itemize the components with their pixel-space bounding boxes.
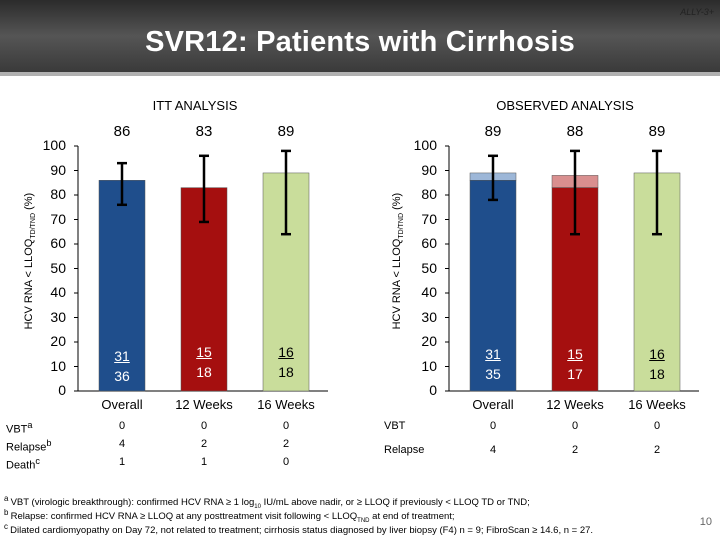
y-tick: 20 <box>50 333 66 349</box>
itt-n-label-overall: 31 36 <box>114 348 130 384</box>
study-tag: ALLY-3+ <box>680 7 714 17</box>
footnote-c: c Dilated cardiomyopathy on Day 72, not … <box>4 522 594 537</box>
obs-category-16w: 16 Weeks <box>628 397 686 412</box>
y-tick: 30 <box>50 309 66 325</box>
itt-value-label-overall: 86 <box>113 123 131 140</box>
obs-table-cell: 0 <box>571 420 579 432</box>
itt-table-cell: 0 <box>282 456 290 468</box>
itt-n-label-12w: 15 18 <box>196 344 212 380</box>
y-tick: 70 <box>50 211 66 227</box>
y-tick: 0 <box>429 382 437 398</box>
itt-table-cell: 2 <box>200 438 208 450</box>
itt-n-label-16w: 16 18 <box>278 344 294 380</box>
itt-table-label-relapse: Relapseb <box>6 438 52 454</box>
itt-table-cell: 0 <box>282 420 290 432</box>
itt-table-cell: 0 <box>118 420 126 432</box>
y-tick: 40 <box>50 284 66 300</box>
footnote-b: b Relapse: confirmed HCV RNA ≥ LLOQ at a… <box>4 508 455 525</box>
obs-n-label-12w: 15 17 <box>567 346 583 382</box>
y-tick: 100 <box>42 137 66 153</box>
y-tick: 0 <box>58 382 66 398</box>
y-tick: 80 <box>421 186 437 202</box>
y-tick: 60 <box>50 235 66 251</box>
observed-panel-title: OBSERVED ANALYSIS <box>496 98 634 113</box>
y-tick: 50 <box>50 260 66 276</box>
itt-value-label-16w: 89 <box>277 123 295 140</box>
obs-category-12w: 12 Weeks <box>546 397 604 412</box>
obs-value-label-12w: 88 <box>566 123 584 140</box>
itt-table-cell: 4 <box>118 438 126 450</box>
itt-table-cell: 1 <box>118 456 126 468</box>
header-divider <box>0 72 720 76</box>
y-tick: 10 <box>50 358 66 374</box>
obs-value-label-16w: 89 <box>648 123 666 140</box>
y-tick: 20 <box>421 333 437 349</box>
y-tick: 60 <box>421 235 437 251</box>
obs-table-label-relapse: Relapse <box>384 444 425 456</box>
footnote-a: a VBT (virologic breakthrough): confirme… <box>4 494 530 511</box>
y-tick: 100 <box>413 137 437 153</box>
itt-table-label-death: Deathc <box>6 456 40 472</box>
itt-category-12w: 12 Weeks <box>175 397 233 412</box>
y-tick: 30 <box>421 309 437 325</box>
obs-table-label-vbt: VBT <box>384 420 406 432</box>
obs-n-label-16w: 16 18 <box>649 346 665 382</box>
itt-table-cell: 0 <box>200 420 208 432</box>
obs-table-cell: 2 <box>653 444 661 456</box>
itt-table-label-vbt: VBTa <box>6 420 33 436</box>
obs-table-cell: 0 <box>653 420 661 432</box>
y-tick: 40 <box>421 284 437 300</box>
y-tick: 80 <box>50 186 66 202</box>
y-tick: 90 <box>50 162 66 178</box>
obs-table-cell: 0 <box>489 420 497 432</box>
itt-table-cell: 2 <box>282 438 290 450</box>
slide-title: SVR12: Patients with Cirrhosis <box>145 26 575 58</box>
y-tick: 90 <box>421 162 437 178</box>
obs-bar-overall <box>469 180 517 392</box>
slide-number: 10 <box>699 516 712 528</box>
y-tick: 70 <box>421 211 437 227</box>
itt-category-overall: Overall <box>101 397 143 412</box>
y-tick: 50 <box>421 260 437 276</box>
itt-category-16w: 16 Weeks <box>257 397 315 412</box>
obs-table-cell: 4 <box>489 444 497 456</box>
obs-category-overall: Overall <box>472 397 514 412</box>
obs-value-label-overall: 89 <box>484 123 502 140</box>
itt-panel-title: ITT ANALYSIS <box>152 98 238 113</box>
obs-table-cell: 2 <box>571 444 579 456</box>
itt-bar-overall <box>98 180 146 392</box>
itt-value-label-12w: 83 <box>195 123 213 140</box>
obs-n-label-overall: 31 35 <box>485 346 501 382</box>
y-tick: 10 <box>421 358 437 374</box>
itt-table-cell: 1 <box>200 456 208 468</box>
header-band <box>0 0 720 72</box>
